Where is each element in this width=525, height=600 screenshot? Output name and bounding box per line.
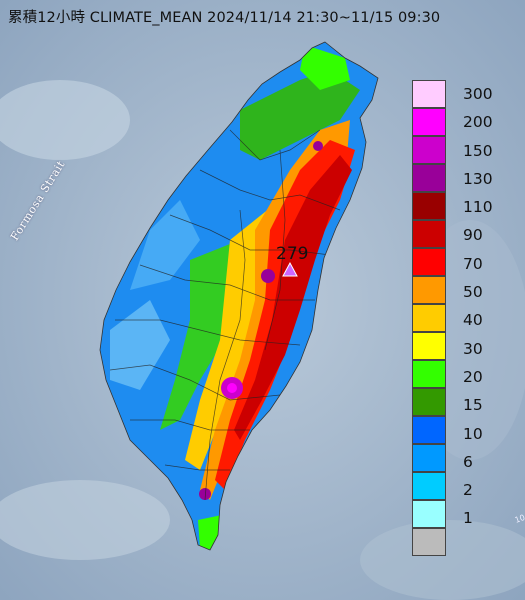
legend-label: 110 (463, 198, 493, 217)
legend-labels: 300 200 150 130 110 90 70 50 40 30 20 15… (463, 80, 493, 533)
legend-swatch (412, 136, 446, 164)
legend-swatch (412, 472, 446, 500)
legend-swatch (412, 220, 446, 248)
legend-label: 20 (463, 367, 483, 386)
legend-label: 15 (463, 396, 483, 415)
legend-label: 30 (463, 339, 483, 358)
taiwan-island (99, 41, 379, 551)
legend-label: 200 (463, 113, 493, 132)
legend-label: 2 (463, 481, 473, 500)
legend-swatch (412, 164, 446, 192)
legend-label: 130 (463, 169, 493, 188)
legend-label: 1 (463, 509, 473, 528)
map-title: 累積12小時 CLIMATE_MEAN 2024/11/14 21:30~11/… (8, 10, 441, 26)
legend-swatch (412, 388, 446, 416)
legend-swatch (412, 80, 446, 108)
legend-swatch (412, 276, 446, 304)
legend-swatch (412, 304, 446, 332)
legend-label: 6 (463, 452, 473, 471)
legend-label: 40 (463, 311, 483, 330)
max-station-value: 279 (276, 244, 309, 264)
legend-colorbar (412, 80, 452, 556)
legend-label: 10 (463, 424, 483, 443)
legend-label: 70 (463, 254, 483, 273)
legend-label: 90 (463, 226, 483, 245)
legend-swatch (412, 108, 446, 136)
legend-swatch (412, 248, 446, 276)
legend-swatch (412, 444, 446, 472)
legend-swatch (412, 192, 446, 220)
edge-mark: 10 (514, 513, 525, 525)
legend-swatch (412, 500, 446, 528)
legend-swatch (412, 360, 446, 388)
legend-swatch (412, 416, 446, 444)
max-station-marker-icon (282, 261, 298, 277)
legend-label: 300 (463, 85, 493, 103)
legend-swatch (412, 528, 446, 556)
legend-label: 150 (463, 141, 493, 160)
legend-swatch (412, 332, 446, 360)
legend-label: 50 (463, 283, 483, 302)
